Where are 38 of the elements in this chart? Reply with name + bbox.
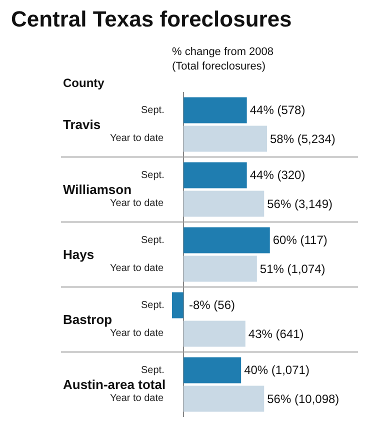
data-label: 58% (5,234) (270, 132, 336, 146)
text: Year to date (110, 393, 164, 404)
data-label: 60% (117) (272, 233, 328, 248)
y-tick-label: Travis (63, 117, 101, 132)
chart-title: Central Texas foreclosures (10, 6, 292, 32)
text: Year to date (110, 328, 164, 339)
bar (183, 97, 247, 124)
y-tick-label: Bastrop (63, 312, 112, 327)
bar (183, 386, 264, 412)
bar (183, 227, 270, 254)
bar (183, 320, 246, 347)
bar (172, 292, 184, 318)
text: Year to date (110, 198, 164, 209)
data-label: 43% (641) (248, 326, 304, 341)
bar (183, 357, 242, 384)
bar (183, 126, 267, 152)
y-axis-title: County (63, 76, 105, 90)
data-label: 40% (1,071) (244, 363, 310, 378)
text: Sept. (141, 105, 164, 116)
series-label: Sept. (141, 300, 164, 311)
data-label: 51% (1,074) (260, 262, 326, 276)
y-tick-label: Austin-area total (63, 377, 166, 392)
text: Sept. (141, 170, 164, 181)
data-label: -8% (56) (189, 298, 236, 312)
y-tick-label: Williamson (63, 182, 132, 197)
series-label: Year to date (110, 133, 164, 144)
data-label: 56% (10,098) (267, 392, 340, 406)
bar (183, 162, 247, 188)
bar (183, 190, 264, 217)
text: Sept. (141, 365, 164, 376)
y-tick-label: Hays (63, 247, 94, 262)
text: Year to date (110, 263, 164, 274)
text: Sept. (141, 235, 164, 246)
data-label: 44% (320) (250, 168, 306, 182)
data-label: 44% (578) (250, 103, 306, 118)
data-label: 56% (3,149) (267, 196, 332, 211)
chart-subtitle: % change from 2008 (Total foreclosures) (172, 46, 274, 72)
bar (183, 256, 257, 282)
